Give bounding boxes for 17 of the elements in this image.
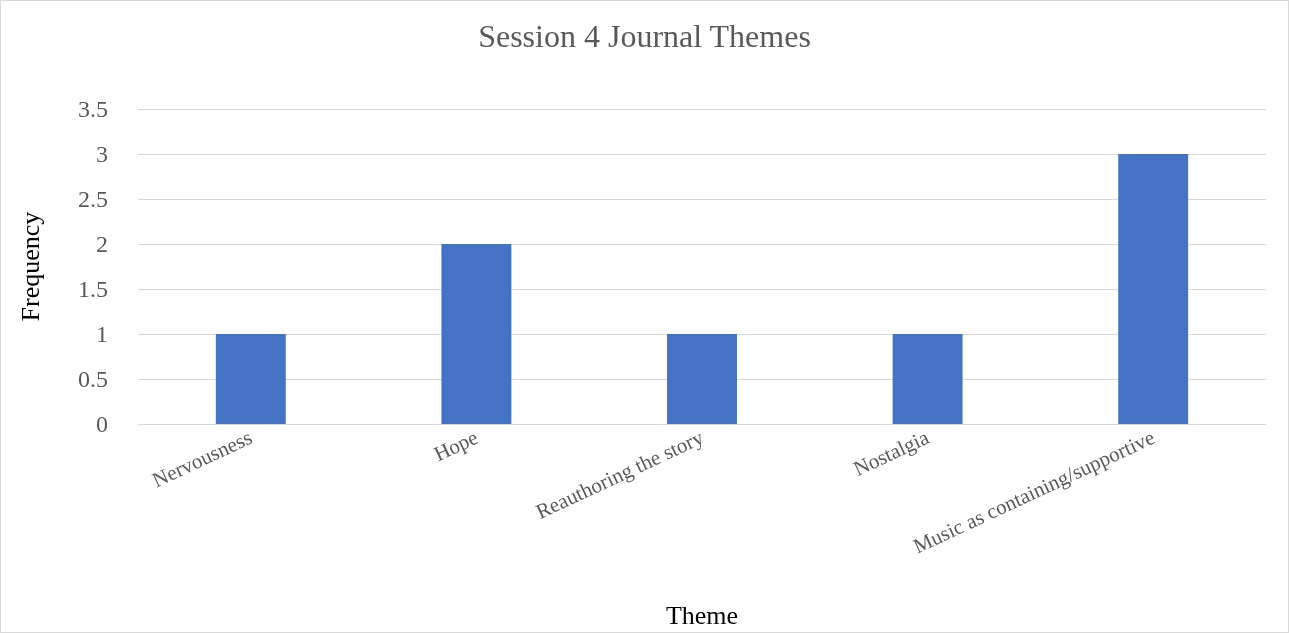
y-tick-label: 1.5 [78,276,108,302]
chart-title: Session 4 Journal Themes [478,18,811,54]
bar [892,334,963,424]
y-axis-title: Frequency [15,211,45,322]
y-tick-label: 3 [96,141,108,167]
bar [215,334,286,424]
x-tick-label: Hope [430,425,482,467]
y-tick-label: 1 [96,321,108,347]
x-axis-title: Theme [665,600,739,630]
bar [441,244,512,424]
y-tick-label: 2.5 [78,186,108,212]
bar [667,334,737,424]
y-tick-label: 2 [96,231,108,257]
y-tick-label: 0.5 [78,366,108,392]
y-tick-label: 0 [96,411,108,437]
y-tick-label: 3.5 [78,96,108,122]
bar [1118,154,1189,424]
